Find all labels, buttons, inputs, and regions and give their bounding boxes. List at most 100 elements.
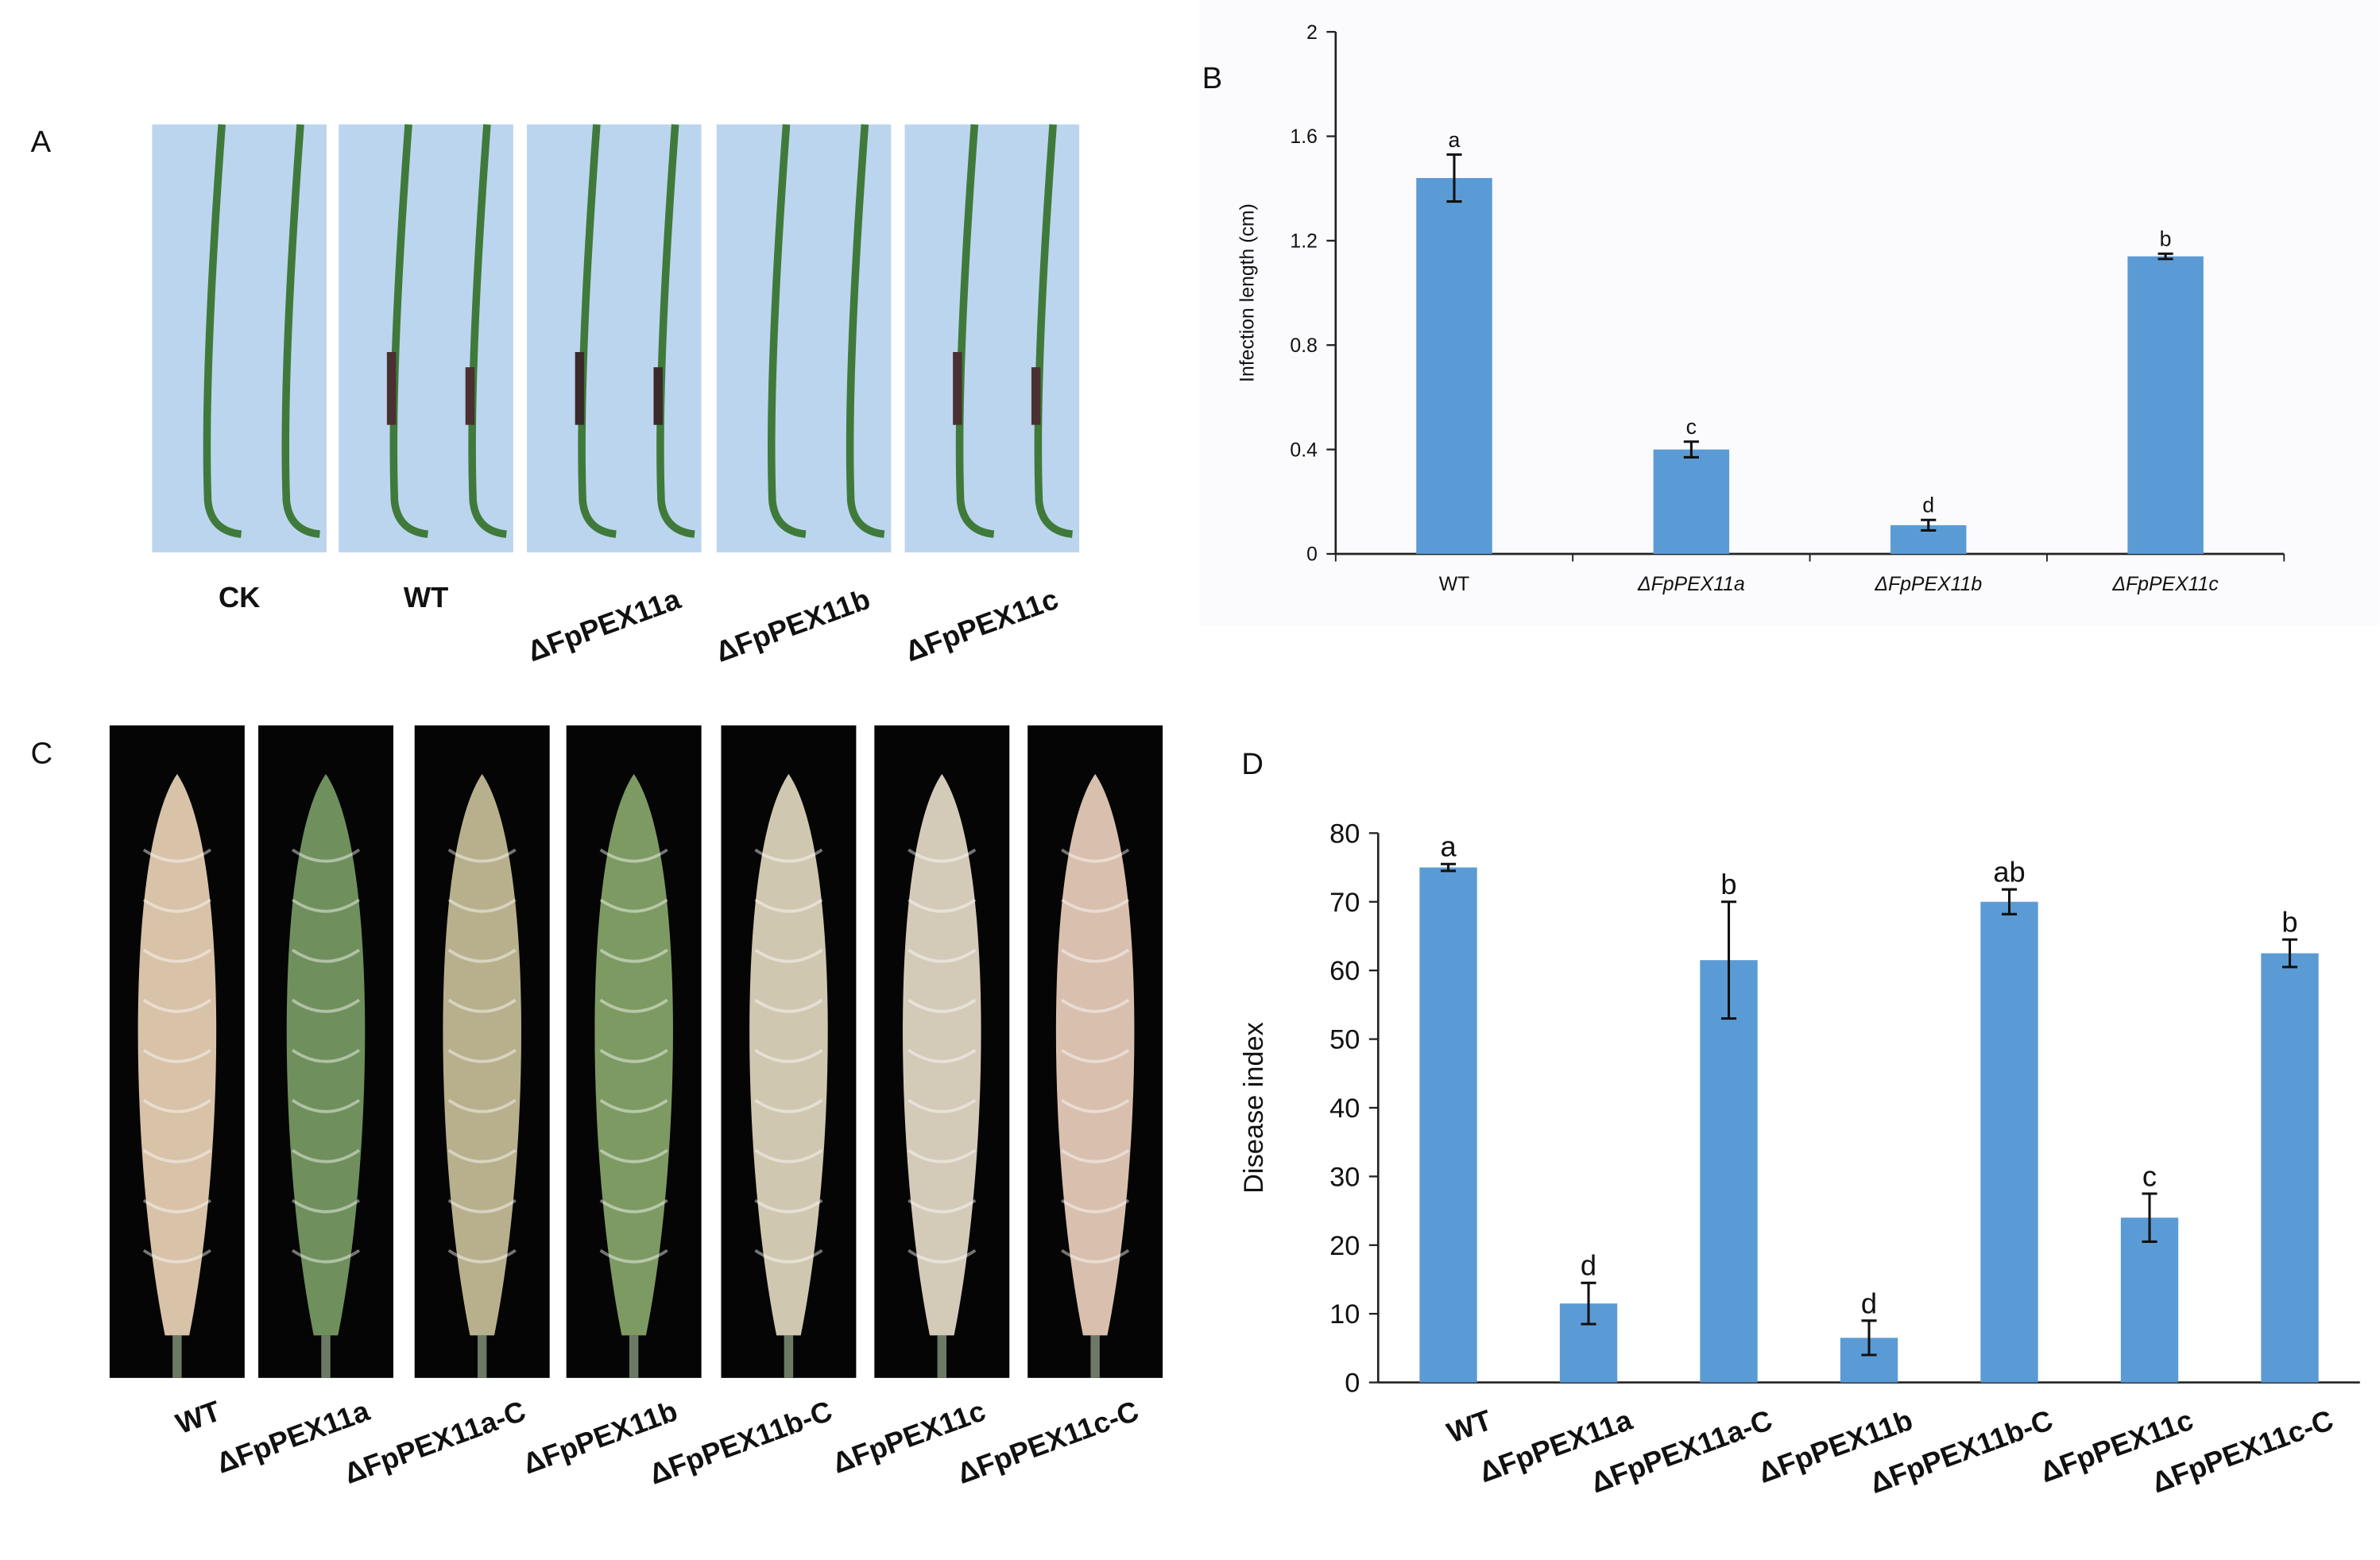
spikelet <box>754 948 823 963</box>
spikelet <box>447 1098 517 1113</box>
panel-label: D <box>1241 747 1264 781</box>
stem <box>203 124 242 538</box>
spikelet <box>447 898 517 913</box>
spikelet <box>907 898 977 913</box>
spikelet <box>142 1048 211 1063</box>
x-tick-label: WT <box>1443 1403 1496 1450</box>
bar <box>2261 953 2319 1383</box>
spikelet <box>754 1148 823 1163</box>
photo-label: ΔFpPEX11a-C <box>339 1394 529 1490</box>
spikelet <box>1061 1098 1130 1113</box>
spikelet <box>142 848 211 863</box>
y-axis-label: Infection length (cm) <box>1237 203 1259 382</box>
significance-letter: d <box>1581 1249 1596 1282</box>
photo-label: ΔFpPEX11c <box>901 583 1062 668</box>
y-tick-label: 20 <box>1329 1231 1360 1261</box>
bar <box>2120 1217 2179 1383</box>
spikelet <box>754 1048 823 1063</box>
spikelet <box>142 948 211 963</box>
y-tick-label: 50 <box>1329 1025 1360 1055</box>
error-bar <box>1861 1319 1877 1357</box>
spikelet <box>447 948 517 963</box>
seedling-photo <box>527 124 702 553</box>
error-bar <box>2142 1192 2157 1243</box>
wheat-spike <box>594 773 673 1336</box>
y-tick-label: 10 <box>1329 1299 1360 1330</box>
spikelet <box>1061 898 1130 913</box>
y-tick-label: 40 <box>1329 1094 1360 1124</box>
stem <box>281 124 321 538</box>
spikelet <box>907 948 977 963</box>
error-bar <box>1683 440 1699 459</box>
spikelet <box>599 1098 668 1113</box>
spikelet <box>599 898 668 913</box>
stem <box>468 124 507 538</box>
photo-label: WT <box>404 581 448 614</box>
spikelet <box>754 1098 823 1113</box>
spikelet <box>291 1048 361 1063</box>
error-bar <box>2001 888 2018 915</box>
spikelet <box>1061 1198 1130 1214</box>
y-tick-label: 0 <box>1345 1368 1360 1399</box>
significance-letter: d <box>1861 1287 1877 1319</box>
spikelet <box>291 848 361 863</box>
seedling-photo <box>716 124 892 553</box>
significance-letter: c <box>1686 415 1697 439</box>
x-tick-label: ΔFpPEX11a <box>1637 574 1745 595</box>
photo-label: ΔFpPEX11b <box>711 583 874 668</box>
wheat-spike <box>749 773 828 1336</box>
wheat-spike <box>443 773 521 1336</box>
spikelet <box>291 998 361 1013</box>
spikelet <box>1061 1248 1130 1264</box>
y-axis-label: Disease index <box>1239 1022 1269 1194</box>
spikelet <box>754 1248 823 1264</box>
spikelet <box>754 1198 823 1214</box>
bar <box>1416 178 1492 554</box>
spikelet <box>907 1248 977 1264</box>
seedling-photo <box>152 124 327 553</box>
spikelet <box>447 1148 517 1163</box>
y-tick-label: 1.6 <box>1290 126 1318 148</box>
y-tick-label: 1.2 <box>1290 231 1318 253</box>
bar <box>1419 867 1477 1383</box>
wheat-spike <box>1055 773 1135 1336</box>
spikelet <box>1061 1148 1130 1163</box>
spikelet <box>447 848 517 863</box>
spikelet <box>599 1148 668 1163</box>
bar <box>1700 960 1758 1383</box>
spikelet <box>907 998 977 1013</box>
significance-letter: a <box>1449 128 1461 152</box>
stem <box>578 124 617 538</box>
photo-label: CK <box>219 581 260 614</box>
spikelet <box>1061 948 1130 963</box>
y-tick-label: 70 <box>1329 888 1360 918</box>
spikelet <box>291 1248 361 1264</box>
y-tick-label: 0.4 <box>1290 439 1318 461</box>
significance-letter: b <box>1720 868 1736 900</box>
significance-letter: b <box>2281 906 2297 939</box>
spikelet <box>907 1198 977 1214</box>
stem <box>768 124 807 538</box>
spikelet <box>142 1148 211 1163</box>
spikelet <box>907 1098 977 1113</box>
spikelet <box>599 948 668 963</box>
error-bar <box>2157 252 2173 261</box>
spikelet <box>291 898 361 913</box>
wheat-spike <box>286 773 366 1336</box>
stem <box>656 124 695 538</box>
panel-label: A <box>31 125 52 159</box>
stem <box>1034 124 1074 538</box>
spikelet <box>599 1198 668 1214</box>
stem <box>955 124 995 538</box>
error-bar <box>2281 938 2298 969</box>
y-tick-label: 0.8 <box>1290 335 1318 357</box>
significance-letter: b <box>2160 227 2172 251</box>
spikelet <box>907 848 977 863</box>
y-tick-label: 30 <box>1329 1162 1360 1192</box>
stem <box>389 124 429 538</box>
spikelet <box>907 1148 977 1163</box>
error-bar <box>1921 518 1937 532</box>
significance-letter: ab <box>1993 856 2025 888</box>
wheat-spike <box>137 773 217 1336</box>
